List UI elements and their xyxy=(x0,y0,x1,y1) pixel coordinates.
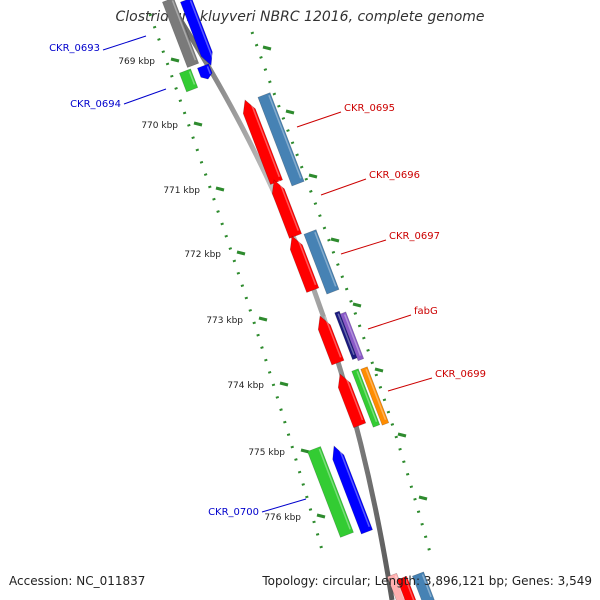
kbp-tick-label: 770 kbp xyxy=(141,121,178,131)
track-tick xyxy=(374,367,384,373)
kbp-tick-label: 775 kbp xyxy=(248,448,285,458)
track-tick xyxy=(262,45,272,51)
kbp-tick-label: 769 kbp xyxy=(118,57,155,67)
gene-feature-ckr0693-end xyxy=(197,63,213,80)
tick-track-line xyxy=(148,13,324,551)
gene-leader-line xyxy=(123,88,167,105)
gene-feature-fabg xyxy=(317,315,345,366)
kbp-tick-label: 772 kbp xyxy=(184,250,221,260)
gene-label[interactable]: CKR_0696 xyxy=(369,170,420,181)
gene-label[interactable]: CKR_0695 xyxy=(344,103,395,114)
gene-label[interactable]: fabG xyxy=(414,306,438,317)
genome-title: Clostridium kluyveri NBRC 12016, complet… xyxy=(115,9,485,25)
gene-feature-ckr0699-orange xyxy=(360,366,390,426)
gene-feature-ckr0696 xyxy=(271,179,302,239)
gene-feature-bottom-blue xyxy=(412,571,435,600)
gene-label[interactable]: CKR_0697 xyxy=(389,231,440,242)
gene-leader-line xyxy=(340,239,387,255)
gene-feature-ckr0700 xyxy=(307,446,354,538)
gene-label[interactable]: CKR_0694 xyxy=(70,99,121,110)
gene-feature-ckr0694 xyxy=(179,68,199,93)
track-tick xyxy=(308,173,318,179)
gene-label[interactable]: CKR_0700 xyxy=(208,507,259,518)
gene-leader-line xyxy=(102,35,147,51)
gene-leader-line xyxy=(387,377,433,392)
genome-summary: Topology: circular; Length: 3,896,121 bp… xyxy=(262,574,592,588)
gene-label[interactable]: CKR_0693 xyxy=(49,43,100,54)
kbp-tick xyxy=(279,381,289,387)
gene-feature-fabg-purple xyxy=(339,311,365,362)
track-tick xyxy=(330,237,340,243)
kbp-tick xyxy=(193,121,203,127)
kbp-tick xyxy=(236,250,246,256)
gene-feature-ckr0699 xyxy=(337,373,367,429)
kbp-tick xyxy=(215,186,225,192)
gene-label[interactable]: CKR_0699 xyxy=(435,369,486,380)
track-tick xyxy=(418,495,428,501)
gene-leader-line xyxy=(367,314,412,330)
track-tick xyxy=(397,432,407,438)
kbp-tick-label: 771 kbp xyxy=(163,186,200,196)
gene-feature-ckr0693 xyxy=(180,0,215,66)
gene-feature-ckr0697 xyxy=(289,235,320,293)
track-tick xyxy=(285,109,295,115)
kbp-tick xyxy=(316,513,326,519)
accession-label: Accession: NC_011837 xyxy=(9,574,146,588)
gene-feature-ckr0700-blue xyxy=(332,445,373,535)
kbp-tick-label: 773 kbp xyxy=(206,316,243,326)
gene-leader-line xyxy=(320,178,367,196)
gene-leader-line xyxy=(261,498,307,513)
gene-feature-ckr0695-band xyxy=(257,92,305,187)
kbp-tick-label: 774 kbp xyxy=(227,381,264,391)
kbp-tick xyxy=(258,316,268,322)
kbp-tick xyxy=(170,57,180,63)
gene-leader-line xyxy=(296,111,342,128)
track-tick xyxy=(352,302,362,308)
gene-feature-ckr0699-green xyxy=(351,368,381,428)
gene-feature-gray xyxy=(162,0,200,68)
gene-feature-ckr0695 xyxy=(242,99,283,185)
gene-feature-ckr0697-band xyxy=(303,229,340,295)
kbp-tick-label: 776 kbp xyxy=(264,513,301,523)
